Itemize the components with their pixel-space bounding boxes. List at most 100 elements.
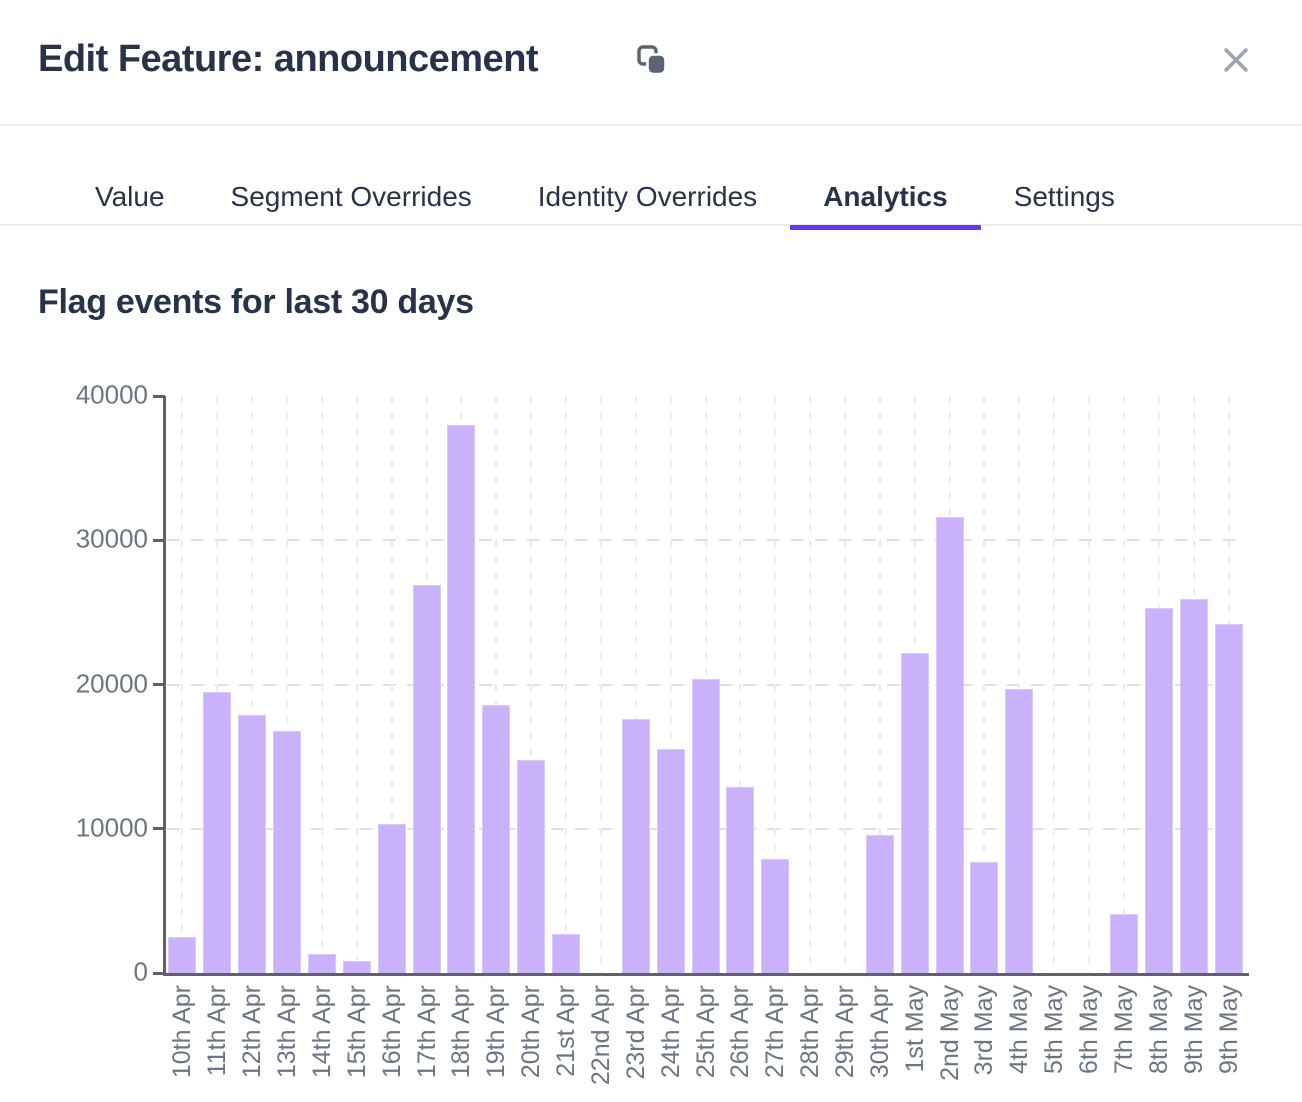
x-tick-label-text: 23rd Apr bbox=[621, 985, 650, 1080]
x-tick-label: 18th Apr bbox=[447, 985, 475, 1083]
x-tick-label-text: 27th Apr bbox=[761, 985, 790, 1079]
bar-15th-apr-5[interactable] bbox=[342, 961, 371, 973]
v-gridline bbox=[1088, 396, 1091, 973]
v-gridline bbox=[843, 396, 846, 973]
tab-identity-overrides[interactable]: Identity Overrides bbox=[505, 168, 790, 226]
x-tick-label: 7th May bbox=[1110, 985, 1138, 1079]
bar-13th-apr-3[interactable] bbox=[273, 730, 302, 973]
x-tick-label: 19th Apr bbox=[482, 985, 510, 1083]
tab-label: Segment Overrides bbox=[230, 181, 472, 212]
v-gridline bbox=[774, 396, 777, 973]
y-tick-label: 20000 bbox=[75, 667, 148, 698]
bar-21st-apr-11[interactable] bbox=[552, 934, 581, 973]
bar-27th-apr-17[interactable] bbox=[761, 859, 790, 973]
bar-18th-apr-8[interactable] bbox=[447, 424, 476, 973]
x-tick-label-text: 2nd May bbox=[935, 985, 964, 1081]
x-tick-label-text: 10th Apr bbox=[168, 985, 197, 1079]
flag-events-bar-chart: 0 10000 20000 30000 40000 10th Apr 11th Apr 12t… bbox=[76, 379, 1249, 1085]
bar-17th-apr-7[interactable] bbox=[412, 584, 441, 973]
y-tick-label: 40000 bbox=[75, 379, 148, 410]
bar-19th-apr-9[interactable] bbox=[482, 704, 511, 973]
x-tick-label: 5th May bbox=[1040, 985, 1068, 1079]
tab-value[interactable]: Value bbox=[62, 168, 198, 226]
x-tick-label-text: 11th Apr bbox=[203, 985, 232, 1077]
bar-30th-apr-20[interactable] bbox=[865, 834, 894, 973]
v-gridline bbox=[878, 396, 881, 973]
x-tick-label-text: 25th Apr bbox=[691, 985, 720, 1079]
x-tick-label-text: 26th Apr bbox=[726, 985, 755, 1079]
close-icon[interactable] bbox=[1218, 42, 1254, 78]
y-tick-label: 10000 bbox=[75, 812, 148, 843]
x-tick-label: 21st Apr bbox=[552, 985, 580, 1082]
v-gridline bbox=[565, 396, 568, 973]
v-gridline bbox=[216, 396, 219, 973]
bar-11th-apr-1[interactable] bbox=[203, 691, 232, 973]
y-axis-tick bbox=[153, 683, 165, 686]
x-tick-label: 3rd May bbox=[970, 985, 998, 1080]
v-gridline bbox=[809, 396, 812, 973]
x-tick-label-text: 17th Apr bbox=[412, 985, 441, 1079]
x-tick-label: 8th May bbox=[1145, 985, 1173, 1079]
x-tick-label: 1st May bbox=[901, 985, 929, 1078]
v-gridline bbox=[251, 396, 254, 973]
active-tab-underline bbox=[790, 225, 981, 230]
v-gridline bbox=[390, 396, 393, 973]
x-tick-label: 28th Apr bbox=[796, 985, 824, 1083]
bar-26th-apr-16[interactable] bbox=[726, 786, 755, 973]
bar-7th-may-27[interactable] bbox=[1109, 913, 1138, 973]
bar-3rd-may-23[interactable] bbox=[970, 861, 999, 973]
bar-1st-may-21[interactable] bbox=[900, 652, 929, 973]
y-tick-label: 30000 bbox=[75, 523, 148, 554]
x-tick-label: 2nd May bbox=[936, 985, 964, 1086]
bar-12th-apr-2[interactable] bbox=[238, 714, 267, 973]
x-tick-label-text: 8th May bbox=[1144, 985, 1173, 1074]
x-tick-label-text: 6th May bbox=[1075, 985, 1104, 1074]
chart-title: Flag events for last 30 days bbox=[38, 283, 474, 321]
v-gridline bbox=[495, 396, 498, 973]
tab-label: Settings bbox=[1013, 181, 1115, 212]
tab-analytics[interactable]: Analytics bbox=[790, 168, 981, 230]
modal-title: Edit Feature: announcement bbox=[38, 38, 539, 80]
v-gridline bbox=[1122, 396, 1125, 973]
bar-14th-apr-4[interactable] bbox=[307, 954, 336, 973]
v-gridline bbox=[739, 396, 742, 973]
x-tick-label-text: 9th May bbox=[1214, 985, 1243, 1074]
y-axis-tick bbox=[153, 827, 165, 831]
tab-segment-overrides[interactable]: Segment Overrides bbox=[198, 168, 505, 226]
bar-8th-may-28[interactable] bbox=[1144, 608, 1173, 973]
x-axis-line bbox=[163, 973, 1249, 976]
y-axis-tick bbox=[153, 538, 165, 542]
x-tick-label-text: 14th Apr bbox=[307, 985, 336, 1079]
bar-4th-may-24[interactable] bbox=[1005, 688, 1034, 973]
x-tick-label: 13th Apr bbox=[273, 985, 301, 1083]
x-tick-label-text: 13th Apr bbox=[273, 985, 302, 1079]
bar-20th-apr-10[interactable] bbox=[517, 759, 546, 973]
copy-icon[interactable] bbox=[636, 44, 670, 78]
bar-2nd-may-22[interactable] bbox=[935, 517, 964, 973]
x-tick-label-text: 21st Apr bbox=[552, 985, 581, 1077]
y-tick-label: 0 bbox=[133, 956, 148, 987]
v-gridline bbox=[181, 396, 184, 973]
bar-24th-apr-14[interactable] bbox=[656, 749, 685, 973]
x-tick-label-text: 24th Apr bbox=[656, 985, 685, 1079]
bar-16th-apr-6[interactable] bbox=[377, 824, 406, 973]
bar-9th-may-30[interactable] bbox=[1214, 623, 1243, 973]
x-tick-label: 11th Apr bbox=[203, 985, 231, 1081]
tab-settings[interactable]: Settings bbox=[981, 168, 1148, 226]
tabs-bottom-border bbox=[0, 224, 1302, 226]
x-tick-label-text: 29th Apr bbox=[830, 985, 859, 1079]
bar-10th-apr-0[interactable] bbox=[168, 936, 197, 973]
y-axis-tick bbox=[153, 394, 165, 398]
bar-9th-may-29[interactable] bbox=[1179, 599, 1208, 973]
x-tick-label: 6th May bbox=[1075, 985, 1103, 1079]
bar-25th-apr-15[interactable] bbox=[691, 678, 720, 973]
x-tick-label: 17th Apr bbox=[413, 985, 441, 1083]
x-tick-label-text: 3rd May bbox=[970, 985, 999, 1076]
x-tick-label: 20th Apr bbox=[517, 985, 545, 1083]
v-gridline bbox=[1018, 396, 1021, 973]
bar-23rd-apr-13[interactable] bbox=[621, 719, 650, 973]
v-gridline bbox=[983, 396, 986, 973]
v-gridline bbox=[634, 396, 637, 973]
x-tick-label: 15th Apr bbox=[343, 985, 371, 1083]
